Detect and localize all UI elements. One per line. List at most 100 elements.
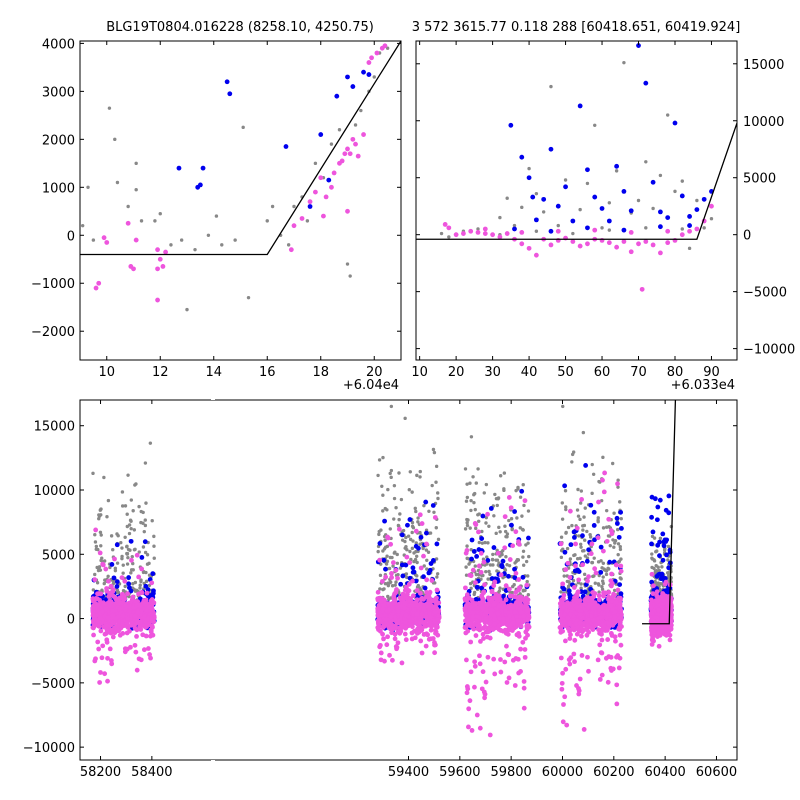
data-point-gray bbox=[505, 196, 509, 200]
data-point-blue bbox=[434, 541, 440, 547]
data-point-gray bbox=[106, 498, 111, 503]
data-point-blue bbox=[617, 582, 623, 588]
data-point-gray bbox=[80, 223, 85, 228]
data-point-gray bbox=[622, 60, 626, 65]
data-point-magenta bbox=[149, 597, 155, 602]
data-point-gray bbox=[407, 488, 412, 492]
data-point-magenta bbox=[400, 596, 406, 602]
data-point-gray bbox=[383, 538, 387, 542]
data-point-gray bbox=[491, 552, 495, 557]
data-point-magenta bbox=[108, 601, 114, 606]
data-point-magenta bbox=[481, 559, 487, 565]
data-point-blue bbox=[657, 571, 663, 577]
data-point-gray bbox=[611, 538, 615, 542]
data-point-magenta bbox=[104, 586, 109, 591]
data-point-gray bbox=[389, 475, 393, 480]
data-point-gray bbox=[385, 544, 390, 549]
tr-marks bbox=[416, 43, 737, 292]
data-point-gray bbox=[376, 549, 380, 554]
data-point-magenta bbox=[143, 622, 149, 628]
data-point-blue bbox=[585, 225, 590, 231]
data-point-gray bbox=[415, 574, 419, 578]
data-point-gray bbox=[435, 572, 440, 576]
data-point-magenta bbox=[157, 256, 163, 262]
data-point-magenta bbox=[409, 622, 415, 628]
data-point-gray bbox=[485, 562, 489, 566]
x-tick-label: 20 bbox=[366, 365, 383, 380]
panel-top-right-plot-area bbox=[416, 43, 737, 292]
data-point-gray bbox=[590, 491, 594, 496]
data-point-blue bbox=[666, 493, 672, 499]
data-point-blue bbox=[562, 483, 568, 489]
data-point-magenta bbox=[132, 642, 138, 648]
data-point-gray bbox=[105, 515, 109, 519]
data-point-magenta bbox=[432, 609, 438, 615]
data-point-gray bbox=[131, 582, 135, 586]
data-point-magenta bbox=[313, 189, 318, 195]
data-point-gray bbox=[534, 191, 539, 196]
data-point-gray bbox=[389, 468, 394, 473]
data-point-magenta bbox=[380, 625, 386, 630]
data-point-gray bbox=[482, 491, 486, 495]
data-point-gray bbox=[408, 470, 412, 474]
data-point-gray bbox=[521, 555, 525, 559]
data-point-magenta bbox=[353, 141, 358, 147]
data-point-gray bbox=[476, 227, 480, 231]
data-point-gray bbox=[578, 556, 582, 561]
data-point-magenta bbox=[477, 725, 483, 731]
x-tick-label: 60 bbox=[594, 365, 611, 380]
data-point-gray bbox=[494, 496, 499, 501]
data-point-gray bbox=[148, 441, 153, 445]
data-point-gray bbox=[565, 579, 570, 584]
data-point-magenta bbox=[504, 643, 509, 649]
data-point-magenta bbox=[155, 297, 160, 303]
data-point-magenta bbox=[466, 724, 471, 730]
data-point-gray bbox=[120, 504, 125, 508]
data-point-gray bbox=[524, 559, 529, 564]
data-point-blue bbox=[563, 184, 568, 190]
data-point-gray bbox=[395, 561, 400, 565]
data-point-magenta bbox=[102, 671, 108, 677]
data-point-magenta bbox=[657, 250, 663, 256]
data-point-blue bbox=[139, 555, 145, 560]
data-point-gray bbox=[416, 516, 420, 520]
data-point-magenta bbox=[466, 706, 472, 712]
data-point-magenta bbox=[487, 732, 493, 738]
data-point-magenta bbox=[345, 208, 350, 214]
data-point-gray bbox=[521, 483, 525, 487]
data-point-blue bbox=[526, 535, 531, 541]
data-point-gray bbox=[505, 563, 509, 567]
data-point-gray bbox=[132, 548, 137, 552]
panel-top-right-title: 3 572 3615.77 0.118 288 [60418.651, 6041… bbox=[412, 20, 741, 35]
data-point-magenta bbox=[522, 498, 528, 504]
data-point-blue bbox=[512, 226, 517, 232]
data-point-blue bbox=[474, 554, 480, 559]
data-point-magenta bbox=[639, 286, 645, 292]
data-point-gray bbox=[93, 533, 97, 537]
data-point-gray bbox=[583, 554, 588, 558]
data-point-blue bbox=[403, 562, 409, 568]
data-point-gray bbox=[220, 243, 224, 247]
data-point-magenta bbox=[385, 622, 391, 628]
data-point-blue bbox=[548, 228, 554, 234]
data-point-magenta bbox=[414, 597, 420, 603]
data-point-gray bbox=[241, 125, 245, 130]
data-point-blue bbox=[666, 565, 672, 571]
data-point-magenta bbox=[134, 552, 140, 558]
data-point-magenta bbox=[93, 612, 99, 618]
data-point-gray bbox=[566, 525, 571, 530]
x-tick-label: 20 bbox=[448, 365, 465, 380]
data-point-blue bbox=[660, 557, 666, 563]
data-point-magenta bbox=[432, 650, 438, 656]
data-point-gray bbox=[408, 549, 412, 554]
data-point-blue bbox=[399, 562, 405, 568]
data-point-magenta bbox=[145, 646, 151, 651]
data-point-gray bbox=[133, 589, 138, 593]
data-point-magenta bbox=[119, 575, 125, 580]
data-point-gray bbox=[392, 483, 397, 488]
x-tick-label: 40 bbox=[521, 365, 538, 380]
data-point-gray bbox=[125, 512, 129, 516]
data-point-gray bbox=[143, 550, 148, 555]
data-point-gray bbox=[93, 572, 97, 577]
data-point-magenta bbox=[108, 590, 114, 596]
